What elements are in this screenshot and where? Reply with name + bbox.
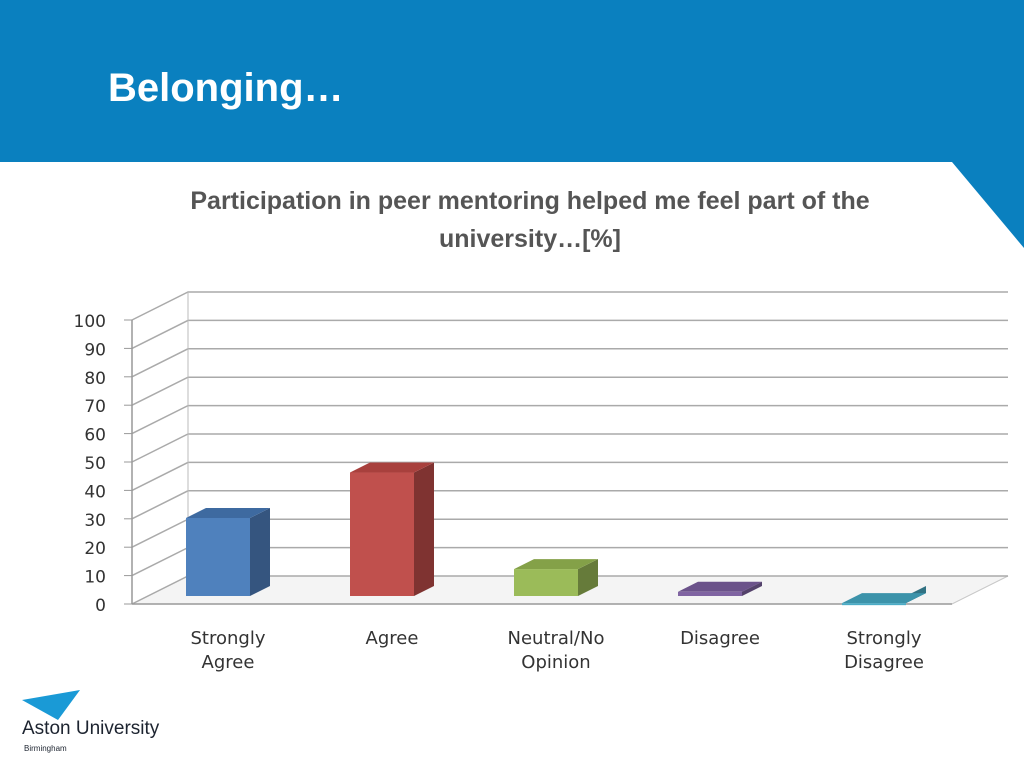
bar <box>350 462 434 596</box>
gridline <box>131 291 1008 321</box>
header-band <box>0 0 1024 162</box>
bar <box>842 586 926 606</box>
bar-front <box>186 517 250 596</box>
bar-side <box>742 581 762 596</box>
bar-top <box>186 507 270 518</box>
x-category-label: Disagree <box>844 652 924 673</box>
bar-side <box>250 507 270 596</box>
y-tick-label: 20 <box>84 539 106 559</box>
aston-university-logo: Aston University Birmingham <box>20 688 180 758</box>
gridline <box>131 433 1008 463</box>
bar <box>678 581 762 596</box>
y-tick-label: 80 <box>84 369 106 389</box>
x-axis-labels: Strongly Agree Agree Neutral/No Opinion Disag… <box>191 628 924 673</box>
bar-front <box>514 569 578 596</box>
bar-side <box>578 559 598 596</box>
y-tick-label: 100 <box>74 312 106 332</box>
logo-subtitle: Birmingham <box>24 744 67 753</box>
bar-top <box>842 593 926 604</box>
gridline <box>131 376 1008 406</box>
x-category-label: Agree <box>366 628 419 649</box>
x-category-label: Strongly <box>847 628 922 649</box>
y-axis-ticks: 0 10 20 30 40 50 60 70 80 90 100 <box>74 312 132 616</box>
y-tick-label: 0 <box>95 596 106 616</box>
bar-side <box>414 462 434 596</box>
y-tick-label: 40 <box>84 482 106 502</box>
bar-front <box>678 591 742 596</box>
y-tick-label: 10 <box>84 568 106 588</box>
gridline <box>131 319 1008 350</box>
slide-title: Belonging… <box>108 66 344 110</box>
bar <box>514 559 598 596</box>
gridline <box>131 404 1008 435</box>
bar <box>186 507 270 596</box>
bar-front <box>842 603 906 606</box>
x-category-label: Strongly <box>191 628 266 649</box>
triangle-icon <box>22 690 80 720</box>
chart-title: Participation in peer mentoring helped m… <box>190 187 870 253</box>
bar-top <box>514 559 598 570</box>
y-tick-label: 70 <box>84 397 106 417</box>
x-category-label: Disagree <box>680 628 760 649</box>
y-tick-label: 60 <box>84 426 106 446</box>
logo-name: Aston University <box>22 718 160 739</box>
gridline <box>131 348 1008 378</box>
x-category-label: Agree <box>202 652 255 673</box>
y-tick-label: 90 <box>84 340 106 360</box>
x-category-label: Opinion <box>521 652 590 673</box>
bar-top <box>350 462 434 473</box>
y-tick-label: 50 <box>84 454 106 474</box>
gridline <box>131 461 1008 492</box>
x-category-label: Neutral/No <box>508 628 605 649</box>
chart-bars <box>186 462 926 606</box>
y-tick-label: 30 <box>84 511 106 531</box>
bar-front <box>350 472 414 596</box>
bar-top <box>678 581 762 592</box>
